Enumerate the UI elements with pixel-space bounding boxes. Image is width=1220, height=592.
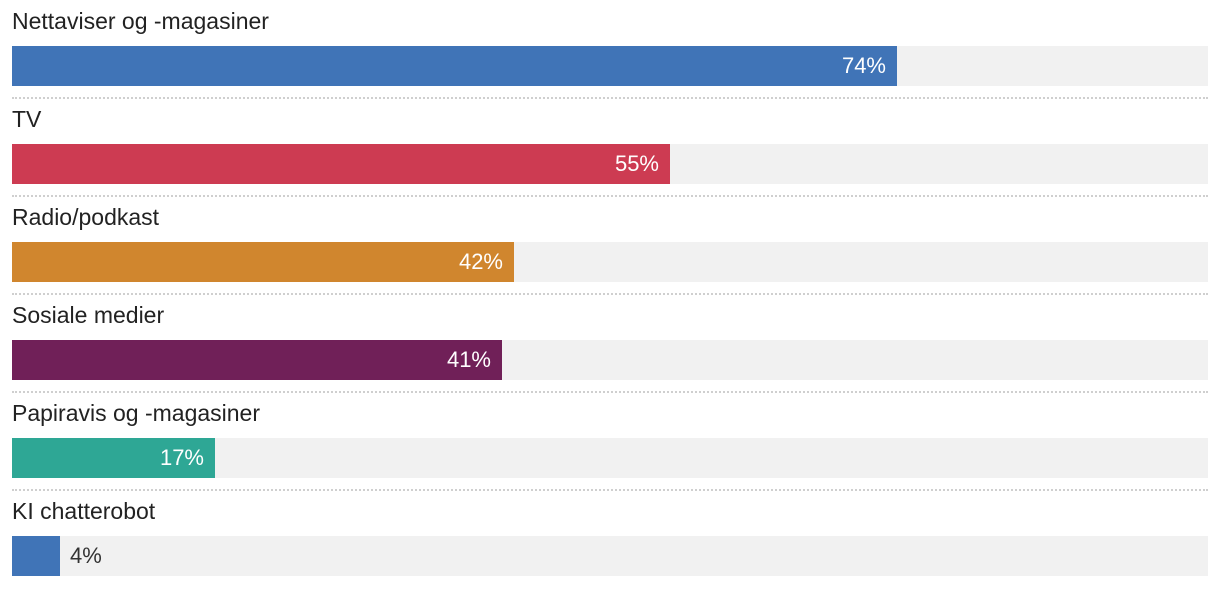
bar-row: Nettaviser og -magasiner 74%: [12, 0, 1208, 99]
bar-track: 55%: [12, 144, 1208, 184]
row-divider: [12, 489, 1208, 491]
bar: [12, 46, 897, 86]
bar-track: 74%: [12, 46, 1208, 86]
value-label: 55%: [614, 151, 659, 176]
bar: [12, 242, 514, 282]
bar-row: Papiravis og -magasiner 17%: [12, 392, 1208, 491]
bar: [12, 144, 670, 184]
bar-track: 17%: [12, 438, 1208, 478]
row-divider: [12, 195, 1208, 197]
category-label: KI chatterobot: [12, 498, 156, 524]
bar-track: 41%: [12, 340, 1208, 380]
category-label: Sosiale medier: [12, 302, 165, 328]
category-label: TV: [12, 106, 42, 132]
bar-row: Sosiale medier 41%: [12, 294, 1208, 393]
category-label: Papiravis og -magasiner: [12, 400, 261, 426]
value-label: 4%: [70, 543, 102, 568]
value-label: 42%: [458, 249, 503, 274]
bar-row: Radio/podkast 42%: [12, 196, 1208, 295]
bar-track: 4%: [12, 536, 1208, 576]
row-divider: [12, 293, 1208, 295]
bar-row: TV 55%: [12, 98, 1208, 197]
category-label: Nettaviser og -magasiner: [12, 8, 269, 34]
bar: [12, 340, 502, 380]
value-label: 41%: [446, 347, 491, 372]
category-label: Radio/podkast: [12, 204, 160, 230]
row-divider: [12, 97, 1208, 99]
bar: [12, 536, 60, 576]
value-label: 17%: [159, 445, 204, 470]
bar-track: 42%: [12, 242, 1208, 282]
row-divider: [12, 391, 1208, 393]
bar-row: KI chatterobot 4%: [12, 490, 1208, 588]
bar: [12, 438, 215, 478]
value-label: 74%: [841, 53, 886, 78]
